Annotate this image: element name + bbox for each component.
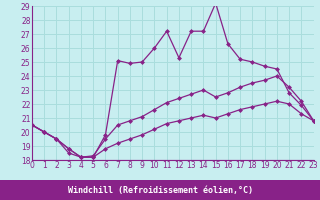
Text: Windchill (Refroidissement éolien,°C): Windchill (Refroidissement éolien,°C) bbox=[68, 186, 252, 194]
